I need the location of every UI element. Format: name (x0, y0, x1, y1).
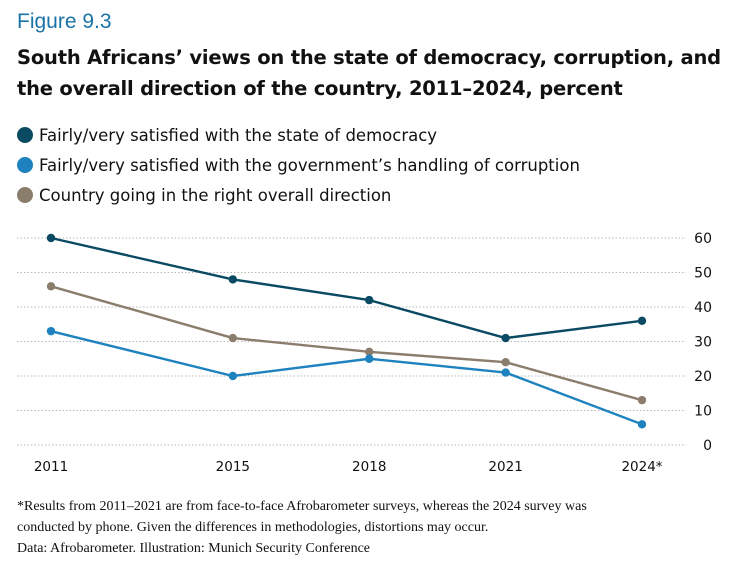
series-line (50, 236, 643, 340)
y-tick-label: 50 (694, 266, 712, 282)
legend-item-corruption: Fairly/very satisfied with the governmen… (17, 150, 580, 180)
y-tick-label: 10 (694, 404, 712, 420)
legend-item-direction: Country going in the right overall direc… (17, 180, 580, 210)
data-point (637, 420, 647, 429)
legend-item-democracy: Fairly/very satisfied with the state of … (17, 120, 580, 150)
y-tick-label: 60 (694, 231, 712, 247)
legend-label: Fairly/very satisfied with the governmen… (39, 155, 580, 175)
legend-marker-icon (17, 127, 33, 143)
data-point (501, 333, 510, 343)
data-point (46, 282, 56, 291)
x-tick-label: 2015 (216, 459, 250, 475)
footnote-line: conducted by phone. Given the difference… (17, 520, 489, 535)
chart-title: South Africans’ views on the state of de… (17, 46, 721, 100)
data-point (228, 333, 238, 343)
y-tick-label: 30 (694, 335, 712, 351)
data-point (637, 316, 647, 325)
data-point (365, 347, 374, 357)
series-line (50, 285, 643, 402)
x-tick-label: 2021 (488, 459, 522, 475)
data-point (365, 295, 374, 305)
legend-marker-icon (17, 157, 33, 173)
x-tick-label: 2011 (34, 459, 68, 475)
footnote-line: *Results from 2011–2021 are from face-to… (17, 499, 587, 514)
data-point (228, 371, 238, 381)
y-tick-label: 20 (694, 369, 712, 385)
data-point (501, 358, 510, 367)
legend-label: Fairly/very satisfied with the state of … (39, 125, 438, 145)
data-point (46, 233, 56, 243)
x-tick-label: 2024* (621, 459, 662, 475)
figure-label: Figure 9.3 (17, 10, 112, 33)
data-point (228, 275, 238, 284)
y-tick-label: 40 (694, 300, 712, 316)
data-point (46, 326, 56, 336)
legend: Fairly/very satisfied with the state of … (17, 120, 580, 210)
x-tick-label: 2018 (352, 459, 386, 475)
legend-marker-icon (17, 187, 33, 203)
data-point (365, 354, 374, 363)
y-tick-label: 0 (703, 438, 712, 454)
source-line: Data: Afrobarometer. Illustration: Munic… (17, 541, 371, 556)
chart-notes: *Results from 2011–2021 are from face-to… (17, 496, 587, 559)
data-point (501, 368, 510, 377)
data-point (637, 395, 647, 405)
legend-label: Country going in the right overall direc… (39, 185, 392, 205)
